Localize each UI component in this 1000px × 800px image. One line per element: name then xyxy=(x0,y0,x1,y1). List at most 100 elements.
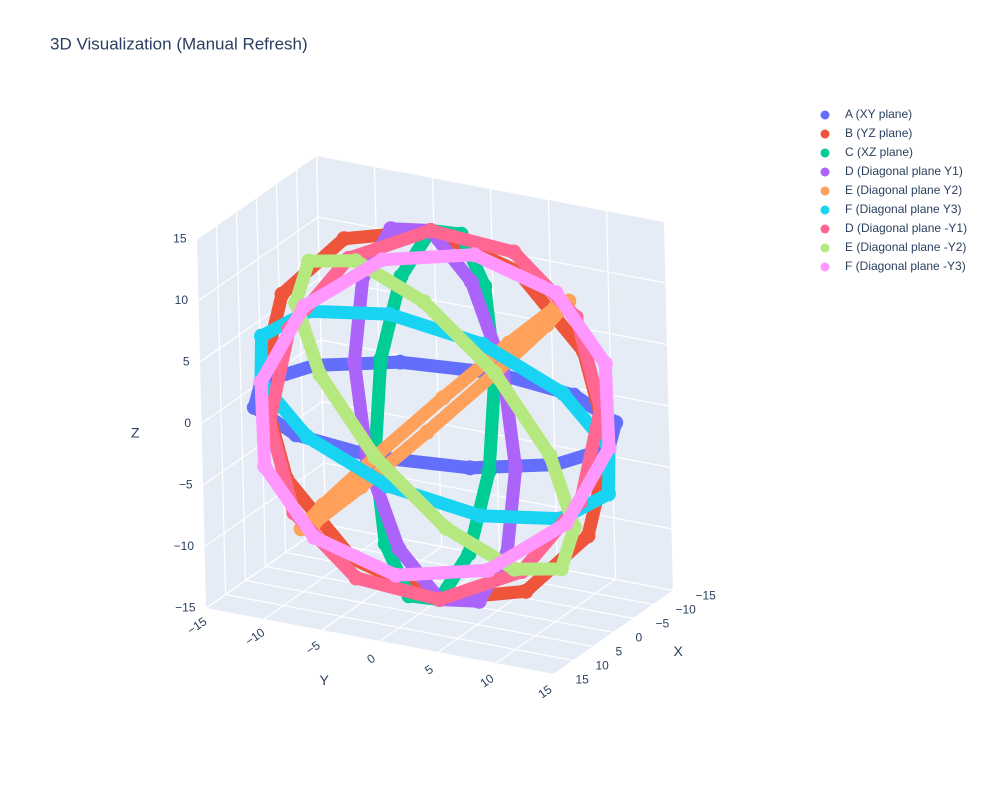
point xyxy=(274,286,290,302)
z-tick-label: 0 xyxy=(184,416,191,430)
point xyxy=(501,335,517,351)
legend-label[interactable]: E (Diagonal plane -Y2) xyxy=(845,240,966,254)
x-tick-label: 0 xyxy=(636,631,643,645)
point xyxy=(346,354,362,370)
legend-marker[interactable] xyxy=(820,205,830,215)
legend-label[interactable]: D (Diagonal plane -Y1) xyxy=(845,221,967,235)
plot-area xyxy=(246,221,624,609)
point xyxy=(539,317,555,333)
point xyxy=(367,449,383,465)
y-axis-title: Y xyxy=(320,672,330,688)
point xyxy=(373,351,389,367)
z-tick-label: 5 xyxy=(183,355,190,369)
point xyxy=(383,221,399,237)
point xyxy=(391,540,407,556)
point xyxy=(481,463,497,479)
point xyxy=(473,508,489,524)
point xyxy=(508,460,524,476)
point xyxy=(463,274,479,290)
grid-line xyxy=(196,155,317,240)
grid-line xyxy=(263,535,384,620)
z-tick-label: 10 xyxy=(175,293,189,307)
point xyxy=(580,528,596,544)
legend-label[interactable]: F (Diagonal plane Y3) xyxy=(845,202,962,216)
legend-label[interactable]: C (XZ plane) xyxy=(845,145,913,159)
legend-marker[interactable] xyxy=(820,110,830,120)
point xyxy=(388,567,404,583)
x-axis-title: X xyxy=(674,643,684,659)
legend-label[interactable]: B (YZ plane) xyxy=(845,126,912,140)
point xyxy=(506,561,522,577)
legend-marker[interactable] xyxy=(820,186,830,196)
point xyxy=(348,253,364,269)
z-tick-label: 15 xyxy=(173,232,187,246)
legend: A (XY plane) B (YZ plane) C (XZ plane) D (D… xyxy=(820,107,967,273)
y-tick-label: −5 xyxy=(303,638,323,658)
point xyxy=(299,429,315,445)
point xyxy=(315,497,331,513)
grid-line xyxy=(197,216,319,302)
point xyxy=(423,223,438,238)
grid-line xyxy=(316,154,665,223)
legend-marker[interactable] xyxy=(820,148,830,158)
point xyxy=(381,306,397,322)
legend-marker[interactable] xyxy=(820,129,830,139)
grid-line xyxy=(553,590,674,675)
point xyxy=(353,479,369,495)
point xyxy=(301,253,317,269)
point xyxy=(518,583,534,599)
point xyxy=(466,247,482,263)
point xyxy=(601,440,617,456)
x-tick-label: 15 xyxy=(576,673,590,687)
y-tick-label: −15 xyxy=(185,614,210,637)
point xyxy=(416,294,432,310)
legend-label[interactable]: A (XY plane) xyxy=(845,107,912,121)
point xyxy=(555,385,571,401)
y-tick-label: 0 xyxy=(364,651,378,666)
point xyxy=(336,231,352,247)
y-tick-label: 10 xyxy=(478,671,497,690)
x-tick-label: −5 xyxy=(656,617,670,631)
point xyxy=(312,367,328,383)
point xyxy=(432,592,447,607)
legend-label[interactable]: F (Diagonal plane -Y3) xyxy=(845,259,966,273)
point xyxy=(487,365,503,381)
x-tick-label: −10 xyxy=(676,603,697,617)
x-tick-label: 10 xyxy=(596,659,610,673)
z-tick-label: −5 xyxy=(179,478,193,492)
legend-label[interactable]: E (Diagonal plane Y2) xyxy=(845,183,962,197)
point xyxy=(419,424,435,440)
point xyxy=(257,458,273,474)
z-axis-title: Z xyxy=(131,425,140,441)
x-tick-label: −15 xyxy=(696,589,717,603)
point xyxy=(306,529,322,545)
point xyxy=(600,486,616,502)
point xyxy=(348,570,364,586)
point xyxy=(471,593,487,609)
legend-marker[interactable] xyxy=(820,262,830,272)
point xyxy=(435,390,451,406)
z-tick-label: −15 xyxy=(175,601,196,615)
legend-marker[interactable] xyxy=(820,243,830,253)
grid-line xyxy=(495,579,616,664)
point xyxy=(296,298,312,314)
legend-marker[interactable] xyxy=(820,224,830,234)
y-tick-label: −10 xyxy=(243,625,268,648)
point xyxy=(438,520,454,536)
point xyxy=(553,561,569,577)
point xyxy=(253,374,269,390)
point xyxy=(506,244,522,260)
point xyxy=(254,328,270,344)
y-tick-label: 5 xyxy=(422,662,436,677)
point xyxy=(462,460,478,476)
legend-marker[interactable] xyxy=(820,167,830,177)
legend-label[interactable]: D (Diagonal plane Y1) xyxy=(845,164,963,178)
point xyxy=(542,447,558,463)
chart-title: 3D Visualization (Manual Refresh) xyxy=(50,34,308,53)
z-tick-label: −10 xyxy=(174,539,195,553)
x-tick-label: 5 xyxy=(616,645,623,659)
grid-line xyxy=(205,524,326,609)
point xyxy=(597,356,613,372)
point xyxy=(480,562,496,578)
